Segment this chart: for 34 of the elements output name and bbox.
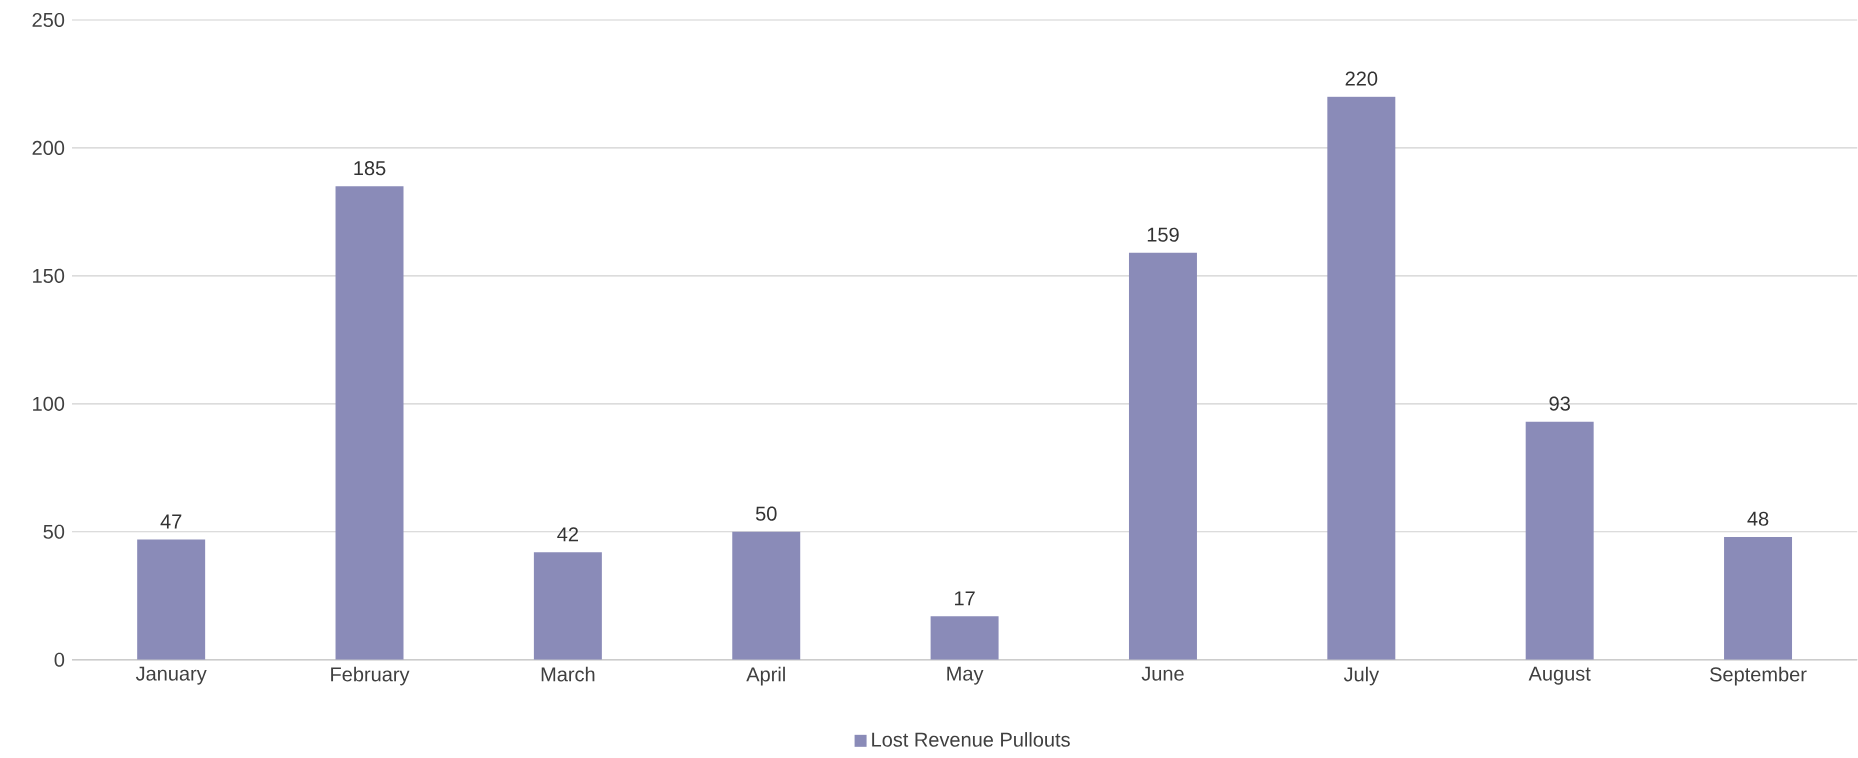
y-tick-label: 250 — [32, 13, 65, 28]
data-label: 93 — [1549, 396, 1570, 411]
bar — [1327, 96, 1396, 660]
data-label: 50 — [755, 506, 777, 521]
bar — [930, 616, 999, 660]
x-tick-label: September — [1710, 666, 1807, 686]
y-tick-label: 200 — [32, 141, 65, 156]
x-tick-label: February — [331, 666, 410, 686]
y-tick-label: 150 — [33, 269, 65, 284]
data-label: 47 — [160, 514, 182, 529]
bar — [335, 186, 404, 660]
bar — [732, 531, 801, 660]
data-label: 48 — [1747, 511, 1769, 527]
y-tick-label: 0 — [54, 652, 65, 667]
x-tick-label: January — [135, 666, 207, 685]
x-tick-label: March — [541, 666, 595, 682]
legend-label: Lost Revenue Pullouts — [872, 732, 1070, 747]
data-label: 17 — [955, 591, 975, 606]
bar — [1724, 537, 1793, 660]
data-label: 42 — [557, 527, 578, 542]
data-label: 159 — [1147, 227, 1179, 242]
bar — [1128, 253, 1197, 660]
data-label: 185 — [354, 161, 386, 176]
x-tick-label: May — [947, 666, 984, 685]
y-tick-label: 50 — [43, 524, 65, 540]
bar — [533, 552, 602, 660]
x-tick-label: June — [1141, 666, 1184, 681]
y-tick-label: 100 — [33, 396, 65, 412]
x-tick-label: July — [1343, 666, 1380, 686]
x-tick-label: August — [1528, 666, 1591, 685]
x-tick-label: April — [746, 666, 785, 686]
data-label: 220 — [1345, 71, 1378, 86]
bar — [137, 539, 206, 660]
bar — [1525, 421, 1594, 660]
